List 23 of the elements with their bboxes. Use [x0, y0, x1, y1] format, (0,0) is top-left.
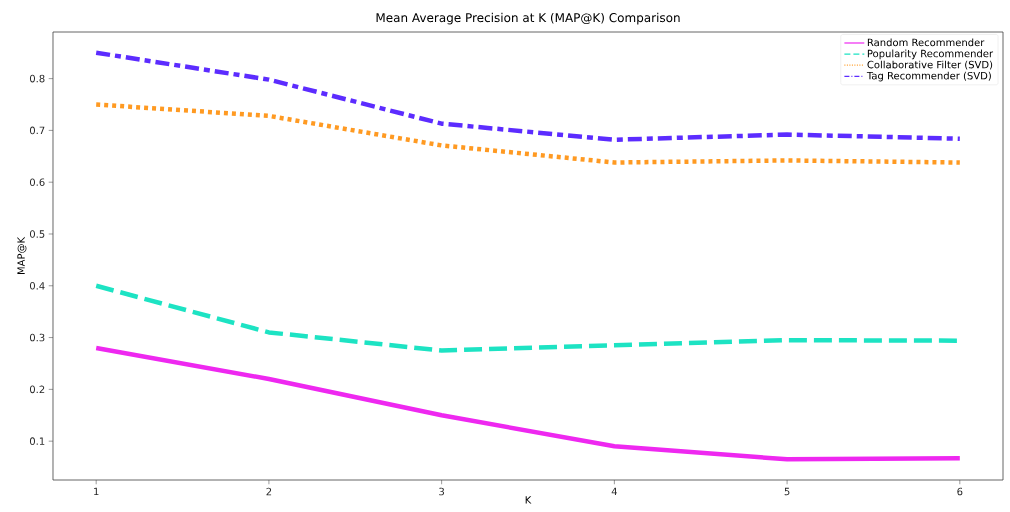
- y-tick-label: 0.4: [29, 281, 45, 290]
- y-tick-label: 0.5: [29, 230, 45, 238]
- y-tick-label: 0.8: [29, 74, 45, 83]
- line-series: [93, 345, 963, 462]
- x-tick-label: 5: [784, 487, 790, 496]
- x-tick-label: 4: [611, 487, 617, 496]
- legend-label: Tag Recommender (SVD): [866, 71, 991, 82]
- y-tick-label: 0.7: [29, 126, 45, 135]
- y-tick-label: 0.3: [29, 333, 45, 342]
- y-axis-title: MAP@K: [17, 236, 27, 275]
- x-tick-label: 2: [266, 487, 272, 496]
- chart-title: Mean Average Precision at K (MAP@K) Comparison: [376, 12, 680, 25]
- y-tick-label: 0.2: [29, 385, 45, 394]
- x-tick-label: 1: [94, 487, 99, 496]
- x-tick-label: 3: [439, 487, 445, 496]
- legend-label: Collaborative Filter (SVD): [867, 60, 993, 70]
- legend-label: Random Recommender: [867, 38, 985, 47]
- line-series: [93, 102, 963, 165]
- x-tick-label: 6: [957, 487, 963, 496]
- y-tick-label: 0.1: [29, 437, 45, 445]
- legend-label: Popularity Recommender: [867, 49, 994, 60]
- y-tick-label: 0.6: [29, 178, 45, 186]
- x-axis-title: K: [525, 496, 532, 504]
